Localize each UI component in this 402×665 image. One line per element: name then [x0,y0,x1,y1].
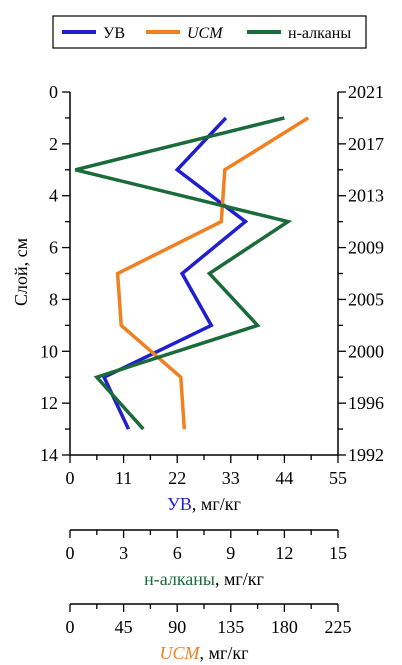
series-line-ucm [115,116,310,430]
year-tick-label: 1996 [348,393,384,413]
x-axis-title-unit: , мг/кг [200,643,249,663]
left-ticks: 0 2 4 6 8 10 12 14 [40,82,70,465]
x-tick-label: 135 [217,617,244,637]
year-tick-label: 2000 [348,341,384,361]
legend-label-alk: н-алканы [288,25,351,42]
series-line-uv [101,116,249,430]
legend-frame [52,15,367,49]
x-tick-label: 90 [168,617,186,637]
x-tick-label: 33 [222,468,240,488]
x-axis-title-main: UCM [160,643,201,663]
x-tick-label: 0 [66,468,75,488]
x-axis-title-alk: н-алканы, мг/кг [144,569,264,589]
x-tick-label: 225 [325,617,352,637]
x-axis-title-main: УВ [167,494,192,514]
x-axis-alk: 0 3 6 9 12 15 н-алканы, мг/кг [66,529,347,589]
legend-label-ucm: UCM [187,25,224,42]
year-tick-label: 1992 [348,445,384,465]
x-tick-label: 11 [115,468,132,488]
x-tick-label: 0 [66,617,75,637]
x-tick-label: 0 [66,543,75,563]
y-tick-label: 2 [49,134,58,154]
year-tick-label: 2021 [348,82,384,102]
series-line-alk [74,116,293,431]
x-tick-label: 12 [275,543,293,563]
x-axis-title-unit: , мг/кг [192,494,241,514]
year-tick-label: 2013 [348,186,384,206]
y-tick-label: 4 [49,186,58,206]
y-tick-label: 6 [49,238,58,258]
x-tick-label: 45 [115,617,133,637]
y-tick-label: 12 [40,393,58,413]
series-lines [74,116,310,431]
x-tick-label: 3 [119,543,128,563]
x-tick-label: 22 [168,468,186,488]
x-axis-title-main: н-алканы [144,569,215,589]
x-tick-label: 180 [271,617,298,637]
legend-label-uv: УВ [103,25,125,42]
x-tick-label: 55 [329,468,347,488]
x-axis-title-uv: УВ, мг/кг [167,494,241,514]
x-axis-ucm: 0 45 90 135 180 225 UCM, мг/кг [66,603,352,663]
x-tick-label: 9 [226,543,235,563]
y-axis-title: Слой, см [11,238,31,306]
x-axis-title-ucm: UCM, мг/кг [160,643,249,663]
year-tick-label: 2017 [348,134,384,154]
y-tick-label: 8 [49,289,58,309]
y-tick-label: 14 [40,445,58,465]
legend: УВ UCM н-алканы [52,15,367,49]
x-tick-label: 44 [275,468,293,488]
x-tick-label: 15 [329,543,347,563]
x-tick-label: 6 [173,543,182,563]
year-tick-label: 2005 [348,289,384,309]
year-tick-label: 2009 [348,238,384,258]
y-tick-label: 10 [40,341,58,361]
y-tick-label: 0 [49,82,58,102]
x-axis-uv: 0 11 22 33 44 55 УВ, мг/кг [66,454,347,514]
right-ticks: 2021 2017 2013 2009 2005 2000 1996 1992 [338,82,384,465]
x-axis-title-unit: , мг/кг [215,569,264,589]
